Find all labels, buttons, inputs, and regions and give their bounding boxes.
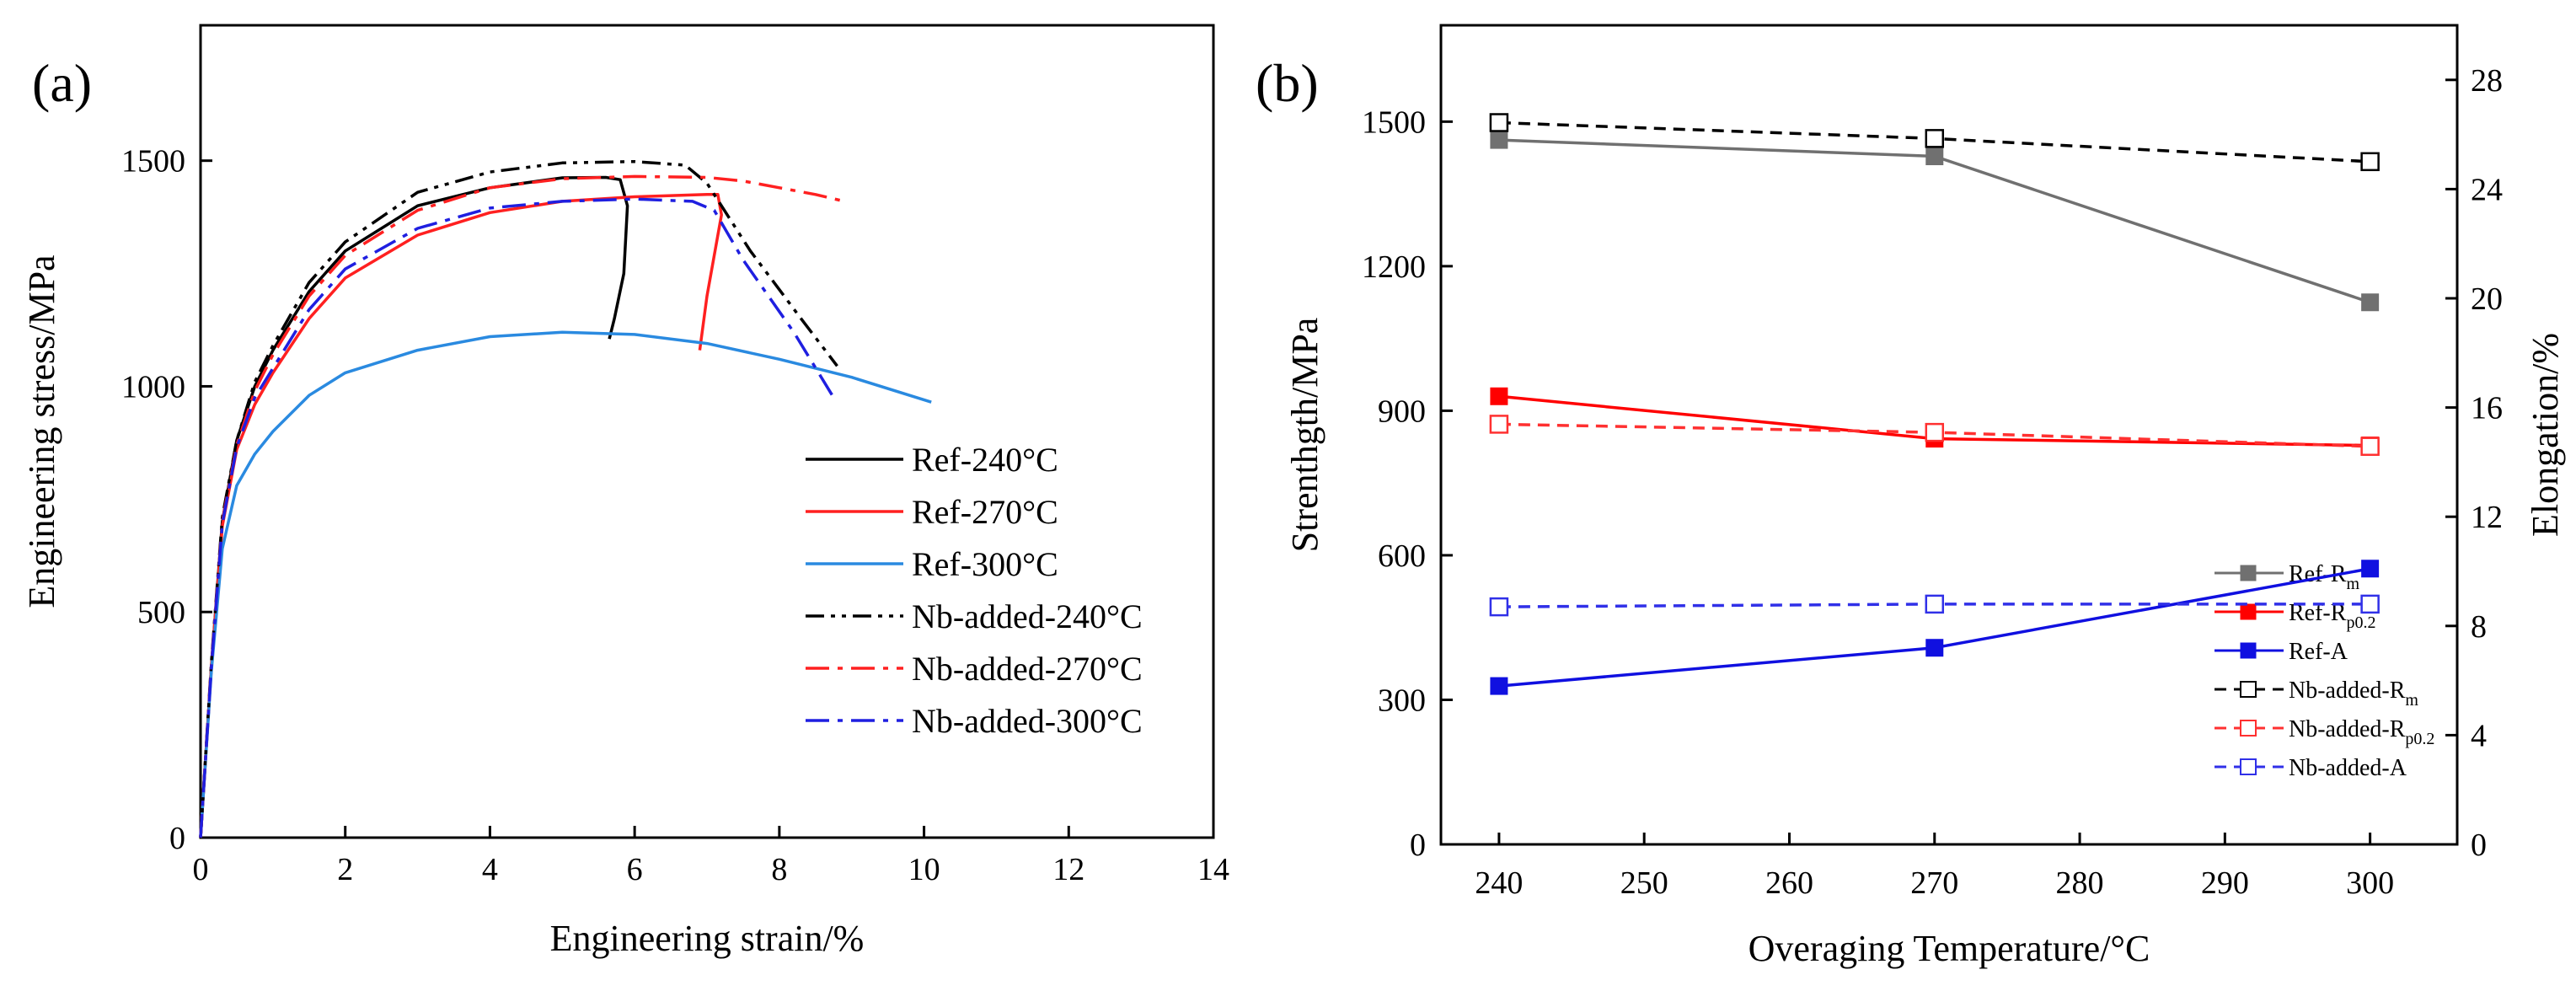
y-tick-label: 300 [1378,683,1426,718]
x-tick-label: 10 [908,852,940,887]
y2-tick-label: 16 [2471,391,2503,426]
legend-label-text: Nb-added-R [2289,678,2406,704]
legend-label-4: Nb-added-Rm [2289,678,2418,710]
y-tick-label: 0 [1410,828,1426,863]
data-point [1490,677,1508,695]
y-tick-label: 1500 [1362,104,1426,140]
data-point [1925,594,1945,614]
x-tick-label: 2 [337,852,353,887]
y-tick-label: 900 [1378,394,1426,429]
x-tick-label: 8 [771,852,787,887]
data-point [2361,560,2380,578]
x-tick-label: 240 [1475,865,1523,901]
y-tick-label: 1500 [121,144,185,179]
legend-marker-6 [2240,758,2257,775]
data-point [1489,113,1509,132]
y2-tick-label: 4 [2471,718,2487,753]
y-axis-label: Strenthgth/MPa [1284,318,1325,553]
legend-label-1: Ref-240°C [912,441,1058,479]
data-point [1925,129,1945,148]
legend-label-5: Nb-added-270°C [912,650,1143,688]
series-line-1 [199,175,629,838]
x-axis-label: Engineering strain/% [550,918,865,959]
series-line-6 [199,197,835,838]
x-tick-label: 4 [482,852,498,887]
x-tick-label: 12 [1052,852,1084,887]
y-tick-label: 1200 [1362,249,1426,285]
legend-label-3: Ref-300°C [912,545,1058,583]
data-point [2360,594,2380,614]
legend-marker-4 [2240,681,2257,698]
legend-marker-5 [2240,720,2257,737]
y2-tick-label: 20 [2471,281,2503,317]
data-point [1489,415,1509,434]
data-point [1925,639,1944,657]
legend-marker-1 [2240,565,2257,581]
y2-axis-label: Elongation/% [2525,333,2566,537]
y-tick-label: 500 [137,595,185,630]
legend-label-6: Nb-added-300°C [912,702,1143,740]
data-point [1490,387,1508,405]
series-line-3 [1498,567,2370,688]
x-tick-label: 290 [2201,865,2249,901]
data-point [1925,147,1944,166]
x-tick-label: 6 [627,852,643,887]
legend-label-text: Nb-added-R [2289,716,2406,742]
data-point [2360,437,2380,456]
series-line-4 [199,159,838,838]
x-tick-label: 280 [2056,865,2104,901]
y-tick-label: 0 [169,821,185,856]
y2-tick-label: 12 [2471,500,2503,535]
legend-label-4: Nb-added-240°C [912,597,1143,635]
panel-label: (a) [32,53,92,113]
panel-b: 240 250 260 270 280 290 300 0 300 600 900 1200 1500 0… [1256,24,2566,969]
y-tick-label: 1000 [121,369,185,404]
legend-label-subscript: m [2346,575,2359,593]
data-point [1489,597,1509,617]
series-line-3 [199,330,932,838]
x-tick-label: 260 [1765,865,1813,901]
panel-a: 0 2 4 6 8 10 12 14 0 500 1000 1500 Engineering strai… [21,24,1229,959]
y2-tick-label: 24 [2471,172,2503,207]
legend-marker-2 [2240,603,2257,620]
x-tick-label: 14 [1197,852,1229,887]
data-point [2360,152,2380,172]
data-point [1490,131,1508,149]
series-line-5 [199,174,845,838]
x-tick-label: 250 [1620,865,1668,901]
data-point [1925,422,1945,442]
legend-label-subscript: p0.2 [2346,613,2375,632]
panel-a-frame [199,24,1215,839]
y2-tick-label: 0 [2471,828,2487,863]
data-point [2361,293,2380,312]
y-axis-label: Engineering stress/MPa [21,254,62,608]
legend-label-subscript: m [2405,691,2418,710]
legend-label-6: Nb-added-A [2289,755,2407,781]
x-axis-label: Overaging Temperature/°C [1749,928,2150,969]
legend-label-text: Nb-added-A [2289,755,2407,781]
legend-marker-3 [2240,642,2257,659]
y-tick-label: 600 [1378,538,1426,574]
legend-label-2: Ref-270°C [912,493,1058,531]
y2-tick-label: 28 [2471,63,2503,99]
panel-b-frame [1439,24,2459,846]
x-tick-label: 0 [193,852,209,887]
series-line-2 [199,193,723,838]
y2-tick-label: 8 [2471,609,2487,645]
panel-label: (b) [1256,53,1319,113]
legend-label-subscript: p0.2 [2405,730,2434,748]
legend-label-5: Nb-added-Rp0.2 [2289,716,2434,748]
x-tick-label: 270 [1910,865,1958,901]
x-tick-label: 300 [2346,865,2394,901]
legend-label-text: Ref-A [2289,639,2348,665]
legend-label-3: Ref-A [2289,639,2348,665]
